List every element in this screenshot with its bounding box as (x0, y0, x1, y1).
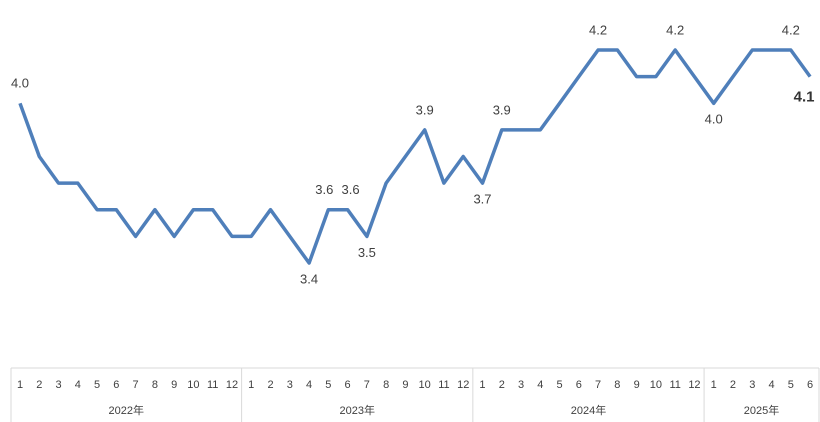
x-tick-label: 8 (614, 379, 620, 391)
group-label: 2024年 (571, 403, 606, 417)
x-tick-label: 1 (479, 379, 485, 391)
data-label: 4.0 (705, 112, 723, 127)
x-tick-label: 5 (94, 379, 100, 391)
group-label: 2025年 (744, 403, 779, 417)
x-tick-label: 2 (36, 379, 42, 391)
x-tick-label: 10 (187, 379, 199, 391)
data-label: 4.2 (782, 22, 800, 37)
x-tick-label: 7 (595, 379, 601, 391)
x-tick-label: 5 (788, 379, 794, 391)
data-label: 3.4 (300, 271, 318, 286)
x-tick-label: 1 (711, 379, 717, 391)
data-label: 3.6 (315, 182, 333, 197)
group-label: 2022年 (109, 403, 144, 417)
x-tick-label: 6 (113, 379, 119, 391)
line (18, 48, 812, 265)
data-label-latest: 4.1 (794, 89, 815, 106)
x-tick-label: 5 (325, 379, 331, 391)
x-tick-label: 8 (152, 379, 158, 391)
data-label: 3.9 (493, 102, 511, 117)
x-tick-label: 2 (730, 379, 736, 391)
x-tick-label: 4 (768, 379, 774, 391)
group-label: 2023年 (339, 403, 374, 417)
x-tick-label: 9 (634, 379, 640, 391)
data-label: 3.6 (342, 182, 360, 197)
x-tick-label: 12 (688, 379, 700, 391)
data-label: 4.0 (11, 76, 29, 91)
x-tick-label: 3 (55, 379, 61, 391)
x-tick-label: 4 (75, 379, 81, 391)
x-tick-label: 10 (419, 379, 431, 391)
x-tick-label: 1 (248, 379, 254, 391)
x-tick-label: 11 (207, 379, 218, 391)
x-tick-label: 6 (345, 379, 351, 391)
x-tick-label: 8 (383, 379, 389, 391)
x-tick-label: 12 (226, 379, 238, 391)
data-label: 4.2 (666, 22, 684, 37)
x-tick-label: 6 (576, 379, 582, 391)
x-tick-label: 3 (749, 379, 755, 391)
data-label: 3.7 (473, 192, 491, 207)
x-tick-label: 12 (457, 379, 469, 391)
data-label: 3.5 (358, 245, 376, 260)
x-tick-label: 2 (499, 379, 505, 391)
x-tick-label: 11 (438, 379, 449, 391)
x-tick-label: 11 (669, 379, 680, 391)
x-tick-label: 9 (171, 379, 177, 391)
data-label: 4.2 (589, 22, 607, 37)
x-tick-label: 9 (402, 379, 408, 391)
data-label: 3.9 (416, 102, 434, 117)
x-tick-label: 5 (556, 379, 562, 391)
x-tick-label: 4 (537, 379, 543, 391)
x-tick-label: 10 (650, 379, 662, 391)
x-tick-label: 4 (306, 379, 312, 391)
x-tick-label: 2 (267, 379, 273, 391)
x-tick-label: 3 (518, 379, 524, 391)
x-tick-label: 6 (807, 379, 813, 391)
x-tick-label: 3 (287, 379, 293, 391)
x-tick-label: 1 (17, 379, 23, 391)
x-tick-label: 7 (364, 379, 370, 391)
x-tick-label: 7 (133, 379, 139, 391)
